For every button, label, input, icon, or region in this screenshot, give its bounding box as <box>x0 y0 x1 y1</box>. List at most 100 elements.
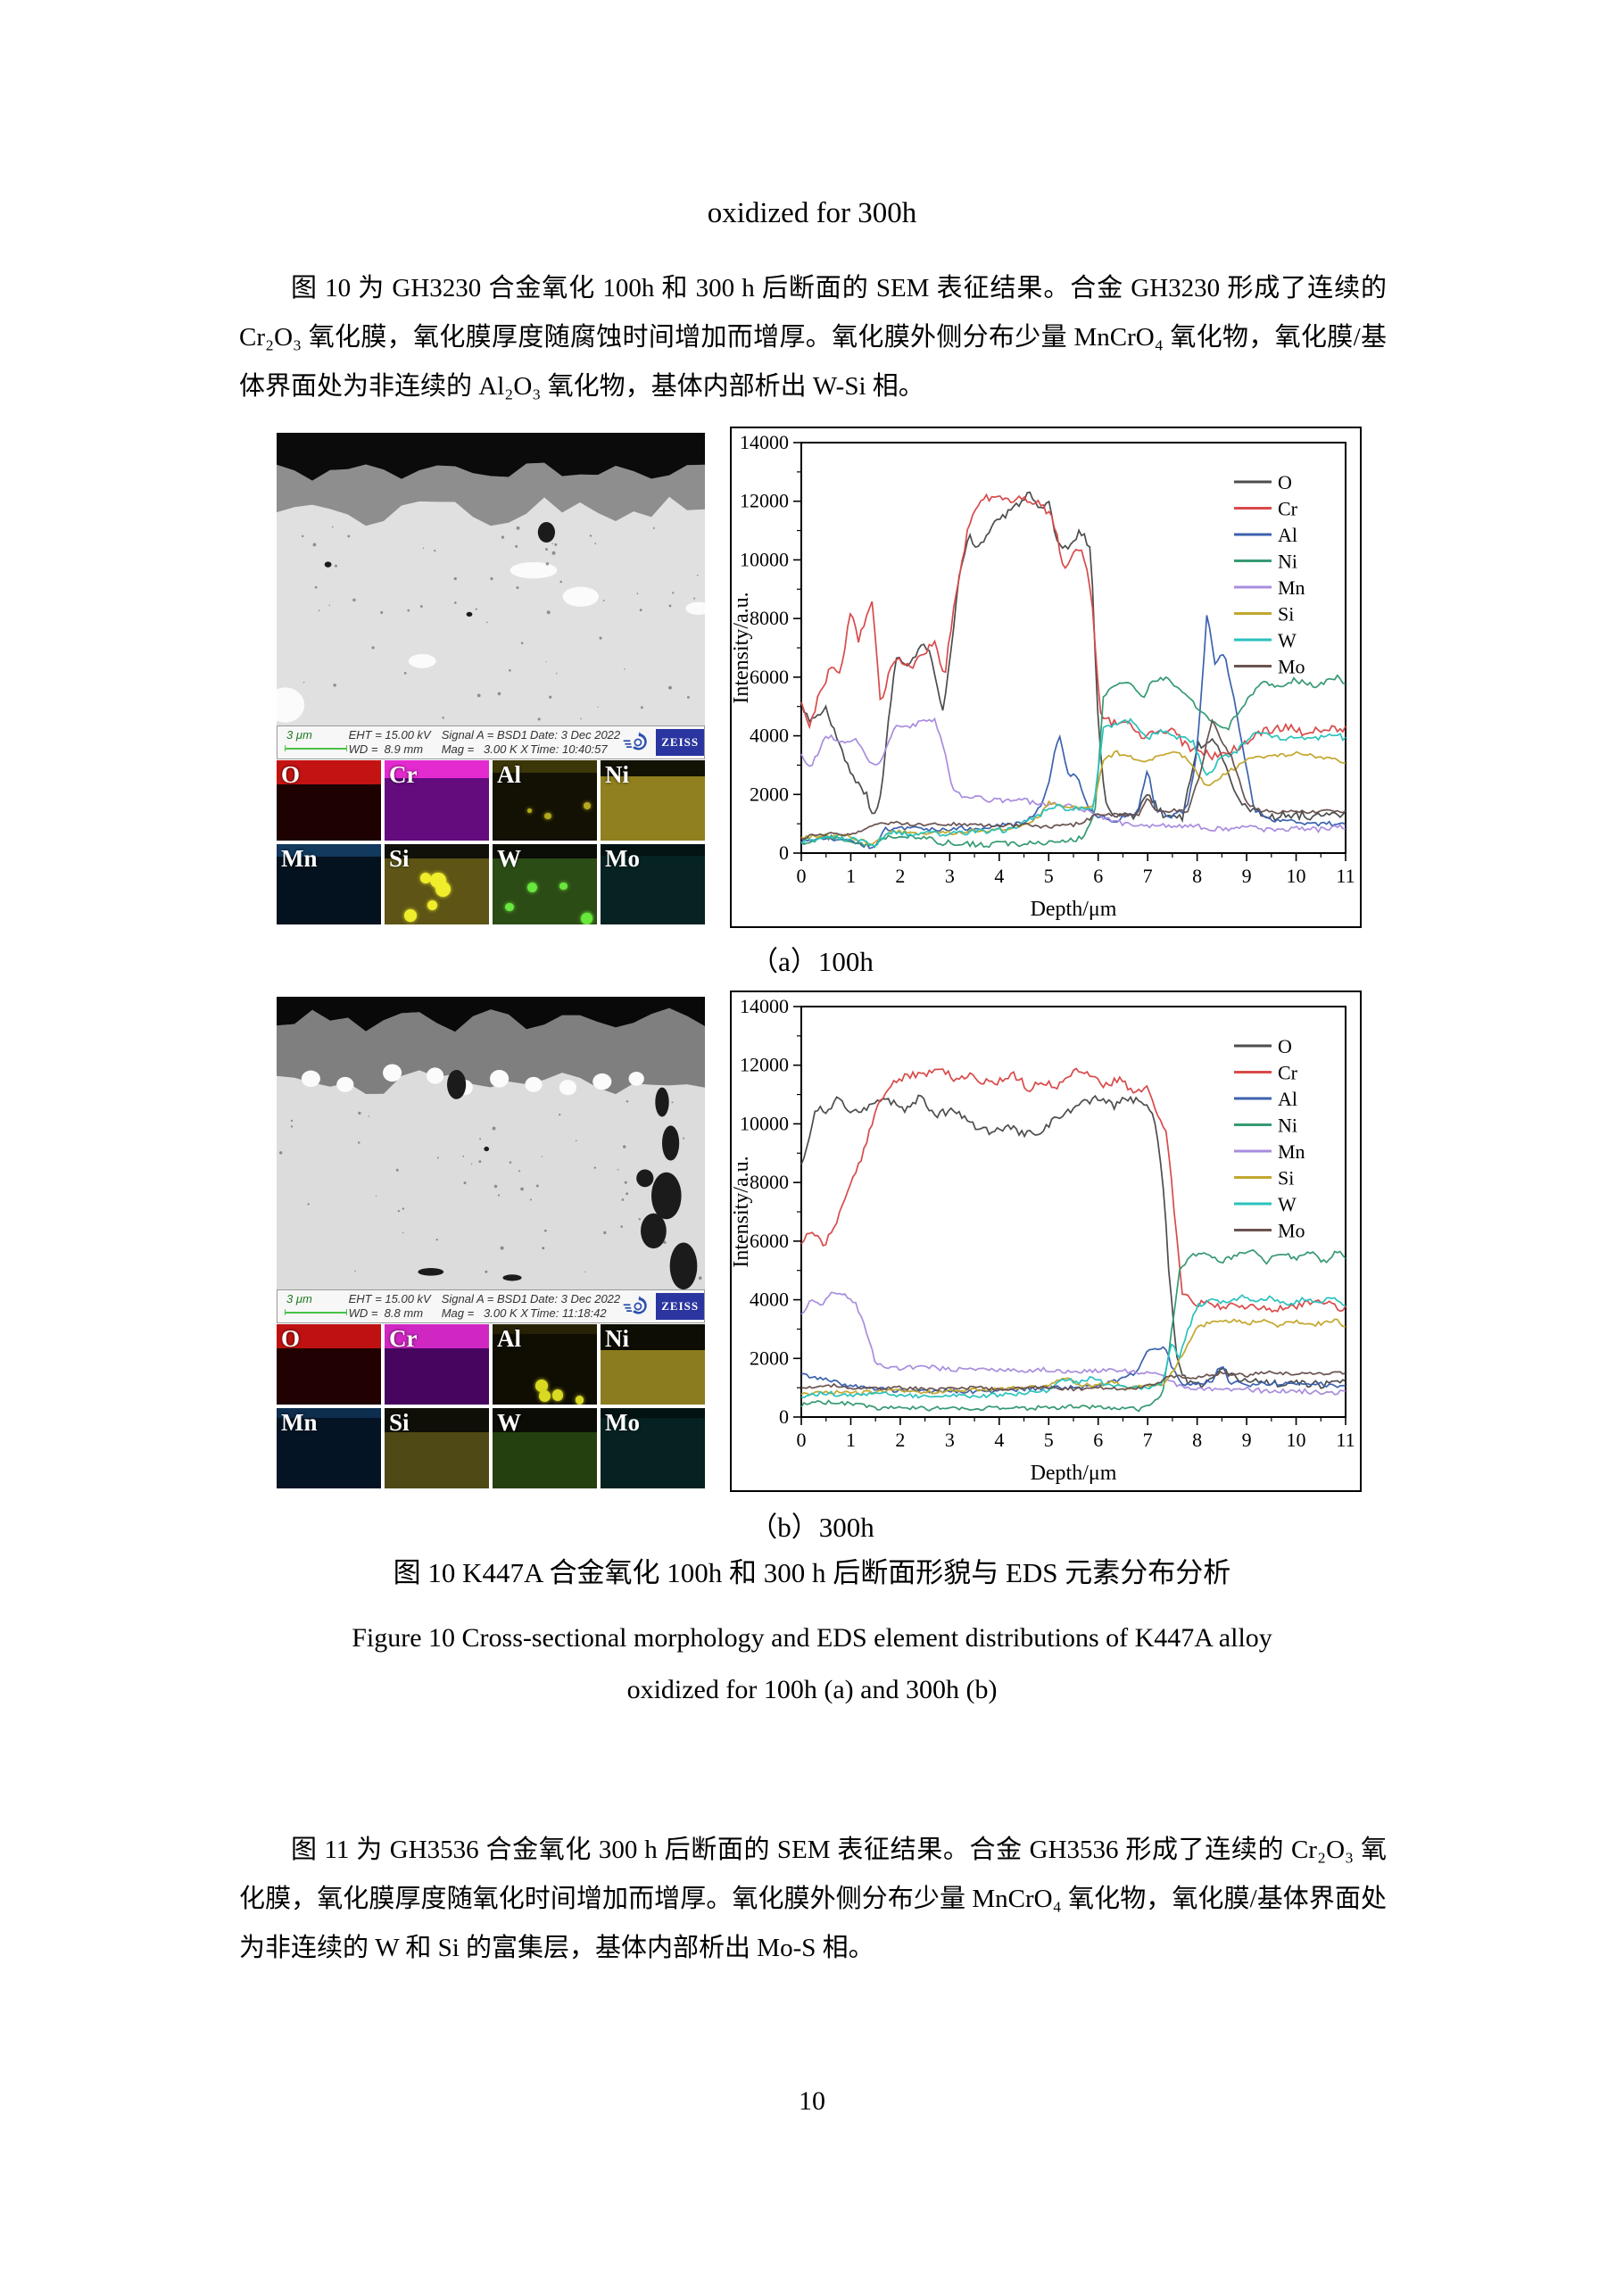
eds-map-element-label: Mo <box>605 1409 640 1436</box>
x-tick-label: 2 <box>895 1429 905 1451</box>
y-tick-label: 4000 <box>750 725 789 747</box>
eds-map-element-label: Cr <box>389 761 418 788</box>
eds-map-tile-Ni: Ni <box>601 760 705 841</box>
scale-bar-line <box>285 1309 347 1315</box>
eds-map-tile-W: W <box>493 1408 597 1488</box>
eds-map-surface-band <box>601 1324 705 1350</box>
sem-metadata-text: Date: 3 Dec 2022 <box>529 728 621 742</box>
page-number: 10 <box>799 2086 825 2116</box>
legend-label-Al: Al <box>1278 1088 1297 1110</box>
eds-map-element-label: Mn <box>281 1409 318 1436</box>
sem-pore <box>324 561 332 568</box>
legend-label-Si: Si <box>1278 603 1294 626</box>
zeiss-logo: ZEISS <box>656 729 705 756</box>
eds-map-tile-Mo: Mo <box>601 1408 705 1488</box>
sem-pore <box>669 1242 698 1289</box>
eds-map-element-label: W <box>497 1409 521 1436</box>
eds-map-surface-band <box>277 1324 381 1348</box>
series-line-Al <box>800 615 1346 850</box>
section-title: oxidized for 300h <box>707 197 917 229</box>
legend-label-Si: Si <box>1278 1167 1294 1189</box>
eds-map-precipitate-dot <box>575 1396 584 1405</box>
legend-label-Mo: Mo <box>1278 656 1305 678</box>
paragraph-2: 图 11 为 GH3536 合金氧化 300 h 后断面的 SEM 表征结果。合… <box>239 1836 1387 1962</box>
x-tick-label: 7 <box>1143 865 1153 887</box>
sem-metadata-text: Mag = 3.00 K X <box>441 742 528 756</box>
sem-pore <box>418 1268 444 1276</box>
sem-bright-particle <box>301 1070 320 1088</box>
y-tick-label: 14000 <box>740 995 789 1017</box>
eds-map-tile-Si: Si <box>385 1408 489 1488</box>
sem-metadata-column: Date: 3 Dec 2022 Time: 11:18:42 <box>530 1292 620 1321</box>
eds-map-precipitate-dot <box>527 808 532 813</box>
eds-map-precipitate-dot <box>538 1390 551 1403</box>
paragraph-1: 图 10 为 GH3230 合金氧化 100h 和 300 h 后断面的 SEM… <box>239 274 1387 401</box>
x-tick-label: 10 <box>1287 1429 1306 1451</box>
y-tick-label: 6000 <box>750 1230 789 1252</box>
eds-map-precipitate-dot <box>427 900 437 911</box>
eds-map-element-label: Ni <box>605 1325 629 1352</box>
sem-image-container <box>277 997 705 1289</box>
sem-bright-particle <box>427 1067 444 1084</box>
figure-caption-en-line1: Figure 10 Cross-sectional morphology and… <box>352 1623 1272 1653</box>
sem-bright-particle <box>559 1080 576 1096</box>
legend-label-Ni: Ni <box>1278 551 1297 573</box>
y-tick-label: 12000 <box>740 1054 789 1076</box>
legend-label-Al: Al <box>1278 524 1297 546</box>
eds-map-element-label: Si <box>389 1409 410 1436</box>
series-line-Mn <box>800 1291 1346 1396</box>
series-line-Cr <box>800 1067 1346 1313</box>
eds-map-tile-Cr: Cr <box>385 760 489 841</box>
eds-line-chart: 0 1 2 3 4 5 6 7 8 9 10 11 0 2000 4000 6000 8000 10000 1200… <box>730 427 1362 928</box>
eds-map-element-label: Al <box>497 761 521 788</box>
eds-map-surface-band <box>601 1408 705 1418</box>
sem-metadata-text: WD = 8.9 mm <box>348 742 424 756</box>
eds-map-surface-band <box>493 1324 597 1334</box>
eds-maps-row-2: Mn Si W Mo <box>277 844 705 924</box>
eds-line-chart: 0 1 2 3 4 5 6 7 8 9 10 11 0 2000 4000 6000 8000 10000 1200… <box>730 991 1362 1492</box>
series-line-Si <box>800 1318 1346 1397</box>
legend-label-O: O <box>1278 1035 1292 1057</box>
eds-maps-row-1: O Cr Al Ni <box>277 760 705 841</box>
figure-b-eds-chart: 0 1 2 3 4 5 6 7 8 9 10 11 0 2000 4000 6000 8000 10000 1200… <box>730 991 1362 1496</box>
series-line-O <box>800 1094 1346 1389</box>
scale-bar: 3 μm <box>278 726 349 758</box>
eds-map-surface-band <box>277 760 381 784</box>
y-tick-label: 6000 <box>750 666 789 688</box>
subcaption-b: （b）300h <box>750 1512 874 1543</box>
eds-map-element-label: Mn <box>281 845 318 872</box>
sem-metadata-text: Time: 10:40:57 <box>529 742 608 756</box>
x-tick-label: 5 <box>1044 1429 1054 1451</box>
x-tick-label: 1 <box>846 1429 856 1451</box>
series-line-Cr <box>800 493 1346 761</box>
sem-pore <box>655 1087 669 1117</box>
sem-metadata-column: EHT = 15.00 kV WD = 8.8 mm <box>349 1292 442 1321</box>
y-tick-label: 10000 <box>740 548 789 570</box>
y-tick-label: 2000 <box>750 783 789 805</box>
sem-metadata-text: Signal A = BSD1 <box>441 728 527 742</box>
sem-cross-section-image <box>277 997 705 1289</box>
y-tick-label: 14000 <box>740 431 789 453</box>
y-tick-label: 0 <box>779 1405 789 1428</box>
legend-label-W: W <box>1278 629 1297 651</box>
eds-map-tile-O: O <box>277 1324 381 1405</box>
x-tick-label: 4 <box>994 865 1004 887</box>
sem-metadata-column: Signal A = BSD1 Mag = 3.00 K X <box>442 728 530 757</box>
eds-map-surface-band <box>385 1408 489 1432</box>
y-tick-label: 8000 <box>750 1171 789 1193</box>
eds-map-element-label: Al <box>497 1325 521 1352</box>
legend-label-O: O <box>1278 471 1292 493</box>
subcaption-a: （a）100h <box>750 946 874 977</box>
eds-map-tile-Si: Si <box>385 844 489 924</box>
eds-map-precipitate-dot <box>544 812 551 819</box>
sem-bright-particle <box>408 653 436 668</box>
sem-metadata-column: Date: 3 Dec 2022 Time: 10:40:57 <box>530 728 620 757</box>
x-tick-label: 1 <box>846 865 856 887</box>
x-tick-label: 5 <box>1044 865 1054 887</box>
scale-bar: 3 μm <box>278 1290 349 1322</box>
sem-pore <box>447 1070 467 1099</box>
x-tick-label: 8 <box>1192 1429 1202 1451</box>
legend-label-Cr: Cr <box>1278 498 1298 520</box>
eds-map-surface-band <box>385 844 489 859</box>
y-tick-label: 12000 <box>740 490 789 512</box>
